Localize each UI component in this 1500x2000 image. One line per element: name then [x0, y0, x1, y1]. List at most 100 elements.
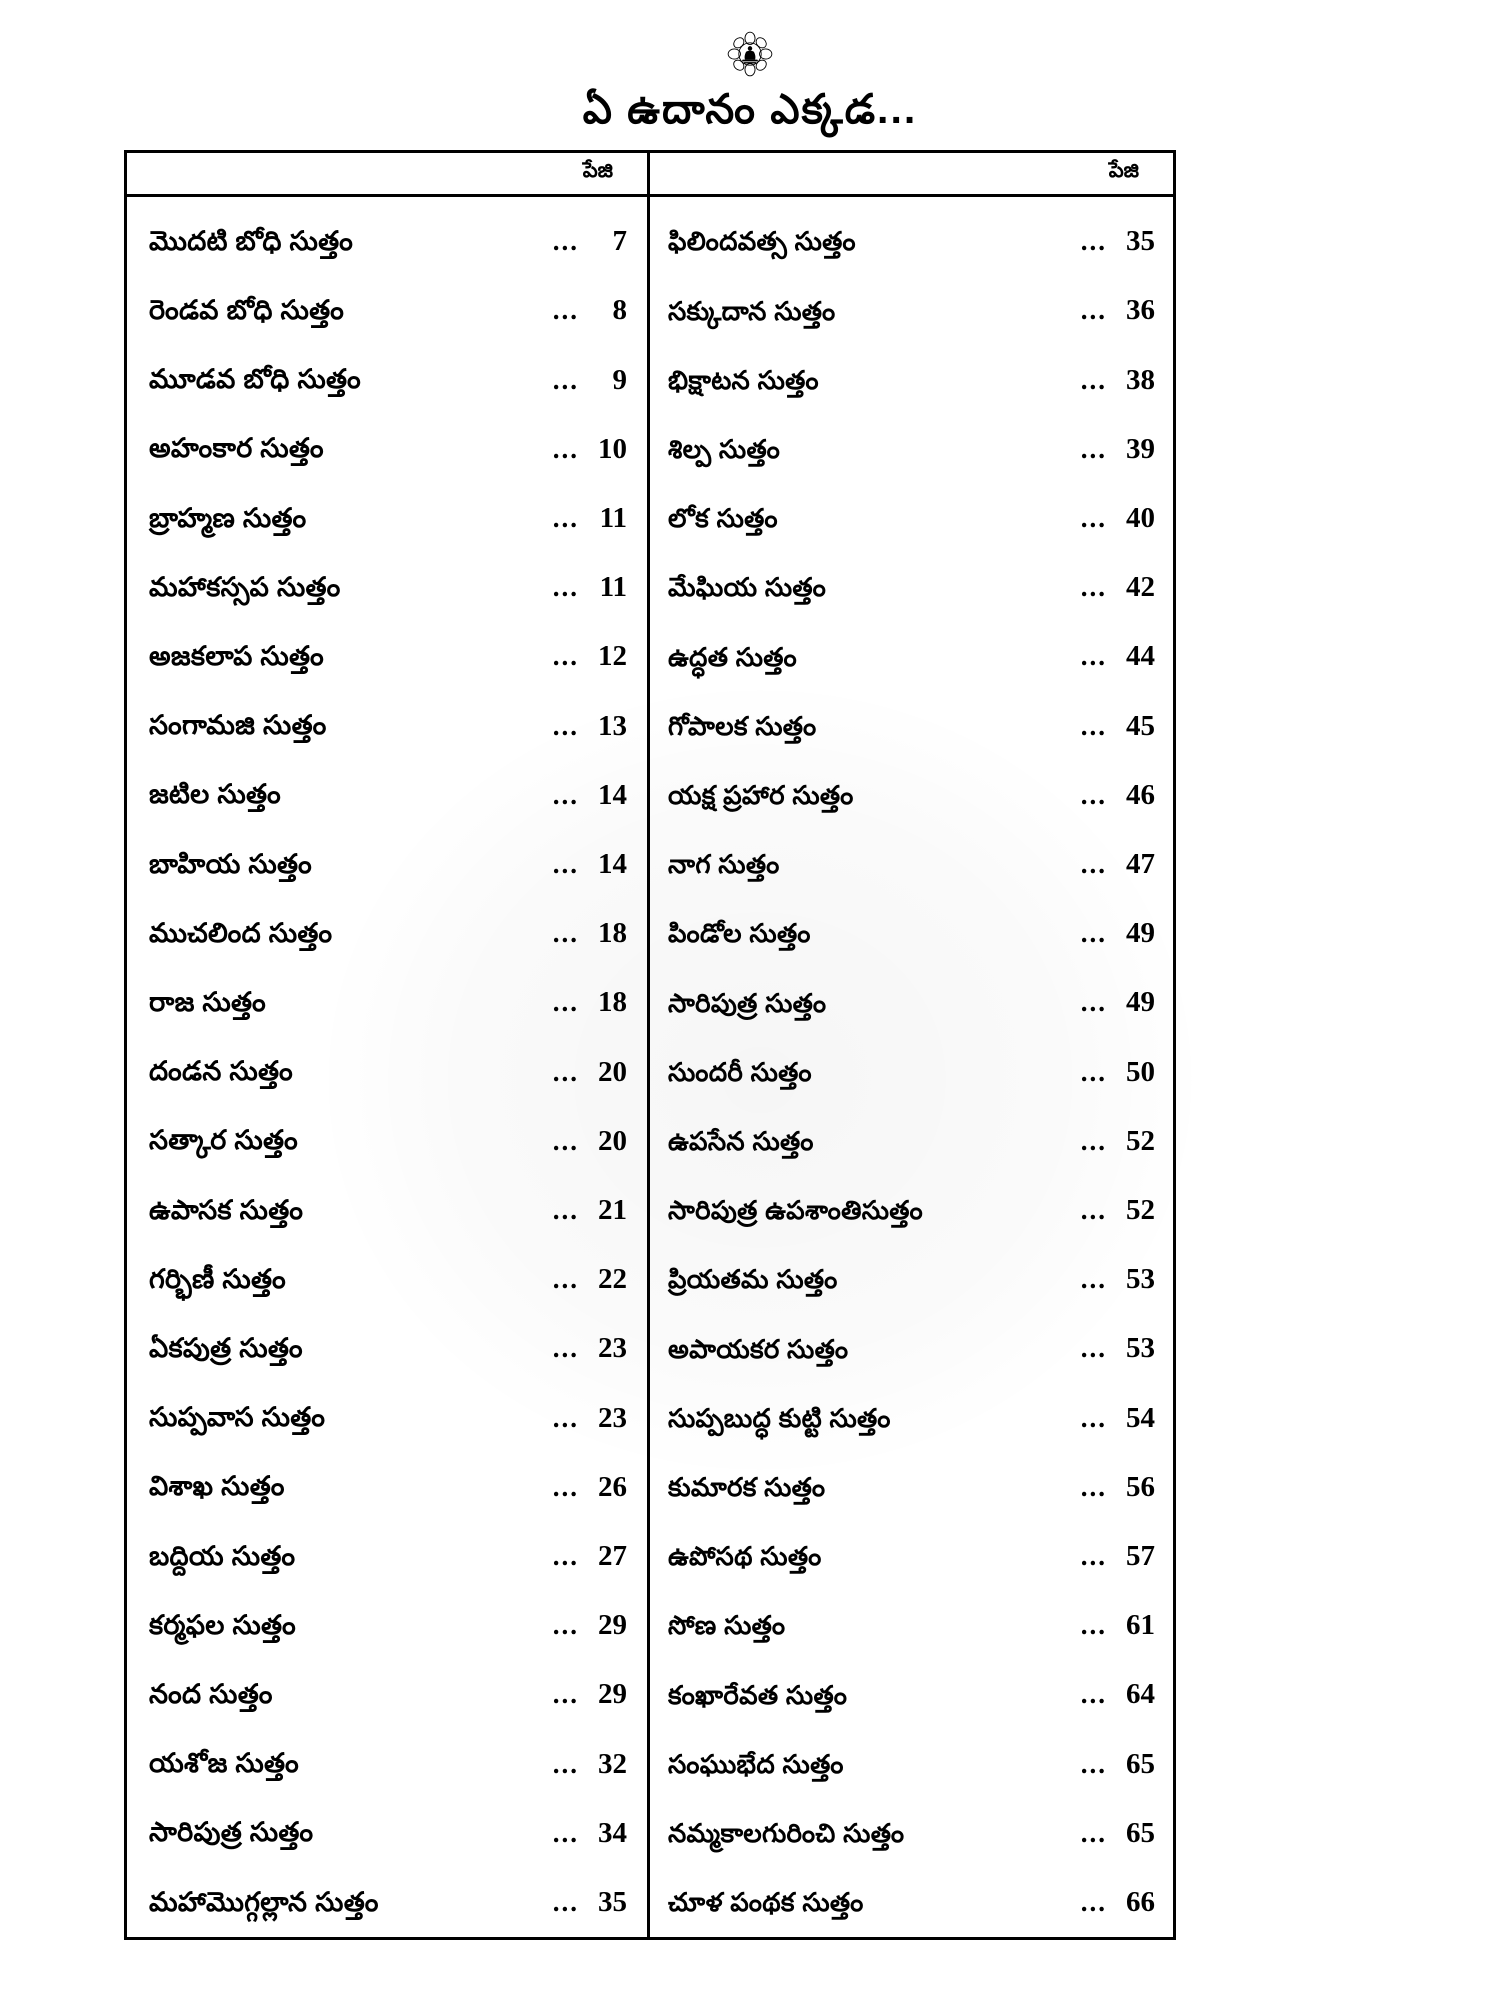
emblem-container: [0, 26, 1500, 82]
page-column-label: పేజి: [1108, 159, 1139, 182]
toc-entry-row[interactable]: రెండవ బోధి సుత్తం... 8: [127, 276, 647, 345]
toc-entry-row[interactable]: బద్దియ సుత్తం... 27: [127, 1522, 647, 1591]
toc-entry-row[interactable]: మహాకస్సప సుత్తం... 11: [127, 553, 647, 622]
toc-entry-leader-dots: ...: [1080, 502, 1107, 533]
toc-entry-row[interactable]: గోపాలక సుత్తం... 45: [650, 691, 1173, 760]
toc-entry-row[interactable]: సక్కుదాన సుత్తం... 36: [650, 276, 1173, 345]
toc-entry-row[interactable]: మొదటి బోధి సుత్తం... 7: [127, 207, 647, 276]
toc-entry-row[interactable]: బ్రాహ్మణ సుత్తం... 11: [127, 484, 647, 553]
toc-entry-leader-dots: ...: [552, 779, 579, 810]
toc-entry-row[interactable]: రాజ సుత్తం... 18: [127, 968, 647, 1037]
toc-entry-row[interactable]: అపాయకర సుత్తం... 53: [650, 1314, 1173, 1383]
toc-entry-leader-dots: ...: [552, 1817, 579, 1848]
toc-entry-row[interactable]: బాహియ సుత్తం... 14: [127, 830, 647, 899]
lotus-buddha-emblem-icon: [727, 31, 773, 77]
toc-entry-page-number: 38: [1126, 363, 1155, 396]
toc-entry-leader-dots: ...: [1080, 226, 1107, 257]
toc-entry-row[interactable]: ఫిలిందవత్స సుత్తం... 35: [650, 207, 1173, 276]
toc-entry-row[interactable]: ఏకపుత్ర సుత్తం... 23: [127, 1314, 647, 1383]
toc-entry-row[interactable]: విశాఖ సుత్తం... 26: [127, 1453, 647, 1522]
toc-entry-page-number: 20: [598, 1055, 627, 1088]
toc-entry-row[interactable]: మూడవ బోధి సుత్తం... 9: [127, 345, 647, 414]
toc-entry-leader-dots: ...: [1080, 1125, 1107, 1156]
table-of-contents: పేజి మొదటి బోధి సుత్తం... 7 రెండవ బోధి సుత…: [124, 150, 1176, 1940]
toc-entry-row[interactable]: సత్కార సుత్తం... 20: [127, 1107, 647, 1176]
toc-entry-title: అజకలాప సుత్తం: [149, 640, 324, 671]
toc-column-left: పేజి మొదటి బోధి సుత్తం... 7 రెండవ బోధి సుత…: [127, 153, 650, 1937]
toc-entry-row[interactable]: ప్రియతమ సుత్తం... 53: [650, 1245, 1173, 1314]
toc-entry-page-number: 23: [598, 1332, 627, 1365]
toc-entry-title: సంగామజి సుత్తం: [149, 710, 327, 741]
toc-entry-title: మేఘియ సుత్తం: [668, 572, 827, 603]
toc-entry-row[interactable]: దండన సుత్తం... 20: [127, 1037, 647, 1106]
toc-entry-leader-dots: ...: [1080, 1610, 1107, 1641]
toc-entry-leader-dots: ...: [552, 1886, 579, 1917]
toc-entry-row[interactable]: గర్భిణీ సుత్తం... 22: [127, 1245, 647, 1314]
toc-entry-title: శిల్ప సుత్తం: [668, 433, 781, 464]
toc-entry-page-number: 18: [598, 917, 627, 950]
toc-entry-row[interactable]: నంద సుత్తం... 29: [127, 1660, 647, 1729]
toc-entry-row[interactable]: ఉపాసక సుత్తం... 21: [127, 1176, 647, 1245]
toc-entry-row[interactable]: కర్మఫల సుత్తం... 29: [127, 1591, 647, 1660]
toc-entry-page-number: 7: [612, 225, 628, 258]
toc-entry-row[interactable]: కుమారక సుత్తం... 56: [650, 1453, 1173, 1522]
toc-entry-page-number: 66: [1126, 1885, 1155, 1918]
toc-entry-leader-dots: ...: [552, 1748, 579, 1779]
toc-entry-page-number: 54: [1126, 1401, 1155, 1434]
toc-entry-row[interactable]: సుందరీ సుత్తం... 50: [650, 1037, 1173, 1106]
toc-entry-leader-dots: ...: [552, 918, 579, 949]
toc-entry-title: పిండోల సుత్తం: [668, 918, 811, 949]
toc-entry-row[interactable]: మహామొగ్గల్లాన సుత్తం... 35: [127, 1868, 647, 1937]
toc-entry-page-number: 65: [1126, 1747, 1155, 1780]
toc-entry-title: సారిపుత్ర సుత్తం: [668, 987, 827, 1018]
toc-entry-leader-dots: ...: [552, 1264, 579, 1295]
toc-entry-leader-dots: ...: [552, 1333, 579, 1364]
toc-entry-title: గోపాలక సుత్తం: [668, 710, 817, 741]
toc-entry-title: నాగ సుత్తం: [668, 849, 780, 880]
toc-entry-page-number: 13: [598, 709, 627, 742]
toc-entry-title: కంఖారేవత సుత్తం: [668, 1679, 848, 1710]
toc-entry-row[interactable]: సోణ సుత్తం... 61: [650, 1591, 1173, 1660]
toc-entry-row[interactable]: అజకలాప సుత్తం... 12: [127, 622, 647, 691]
toc-entry-row[interactable]: ఉపసేన సుత్తం... 52: [650, 1107, 1173, 1176]
toc-entry-row[interactable]: యశోజ సుత్తం... 32: [127, 1729, 647, 1798]
toc-entry-row[interactable]: నాగ సుత్తం... 47: [650, 830, 1173, 899]
toc-entry-row[interactable]: లోక సుత్తం... 40: [650, 484, 1173, 553]
toc-entry-row[interactable]: సంగామజి సుత్తం... 13: [127, 691, 647, 760]
toc-entry-page-number: 47: [1126, 847, 1155, 880]
toc-entry-row[interactable]: మేఘియ సుత్తం... 42: [650, 553, 1173, 622]
toc-entry-row[interactable]: ఉద్ధత సుత్తం... 44: [650, 622, 1173, 691]
toc-entry-title: సారిపుత్ర ఉపశాంతిసుత్తం: [668, 1195, 923, 1226]
toc-entry-page-number: 29: [598, 1678, 627, 1711]
toc-entry-title: సారిపుత్ర సుత్తం: [149, 1817, 314, 1848]
toc-entry-row[interactable]: సారిపుత్ర ఉపశాంతిసుత్తం... 52: [650, 1176, 1173, 1245]
toc-entry-leader-dots: ...: [552, 1056, 579, 1087]
toc-entry-row[interactable]: నమ్మకాలగురించి సుత్తం... 65: [650, 1799, 1173, 1868]
toc-entry-row[interactable]: అహంకార సుత్తం... 10: [127, 415, 647, 484]
toc-entry-leader-dots: ...: [1080, 1402, 1107, 1433]
toc-entry-title: సుప్పబుద్ధ కుట్టి సుత్తం: [668, 1402, 891, 1433]
toc-entry-row[interactable]: సంఘుభేద సుత్తం... 65: [650, 1729, 1173, 1798]
toc-entry-row[interactable]: యక్ష ప్రహార సుత్తం... 46: [650, 761, 1173, 830]
toc-entry-row[interactable]: శిల్ప సుత్తం... 39: [650, 415, 1173, 484]
toc-entry-row[interactable]: ముచలింద సుత్తం... 18: [127, 899, 647, 968]
toc-entry-page-number: 44: [1126, 640, 1155, 673]
toc-entry-row[interactable]: భిక్షాటన సుత్తం... 38: [650, 345, 1173, 414]
toc-entry-title: ముచలింద సుత్తం: [149, 917, 333, 948]
toc-entry-title: మహాకస్సప సుత్తం: [149, 571, 341, 602]
toc-entry-row[interactable]: సుప్పబుద్ధ కుట్టి సుత్తం... 54: [650, 1383, 1173, 1452]
toc-entry-row[interactable]: జటిల సుత్తం... 14: [127, 761, 647, 830]
toc-entry-row[interactable]: సుప్పవాస సుత్తం... 23: [127, 1383, 647, 1452]
toc-entry-leader-dots: ...: [552, 1679, 579, 1710]
toc-entry-row[interactable]: చూళ పంథక సుత్తం... 66: [650, 1868, 1173, 1937]
toc-entry-row[interactable]: సారిపుత్ర సుత్తం... 34: [127, 1799, 647, 1868]
toc-entry-page-number: 18: [598, 986, 627, 1019]
toc-entry-title: నంద సుత్తం: [149, 1679, 273, 1710]
toc-entry-row[interactable]: పిండోల సుత్తం... 49: [650, 899, 1173, 968]
toc-entry-row[interactable]: కంఖారేవత సుత్తం... 64: [650, 1660, 1173, 1729]
toc-entry-page-number: 14: [598, 778, 627, 811]
toc-entry-row[interactable]: సారిపుత్ర సుత్తం... 49: [650, 968, 1173, 1037]
toc-entry-title: రెండవ బోధి సుత్తం: [149, 294, 345, 325]
toc-entry-row[interactable]: ఉపోసథ సుత్తం... 57: [650, 1522, 1173, 1591]
